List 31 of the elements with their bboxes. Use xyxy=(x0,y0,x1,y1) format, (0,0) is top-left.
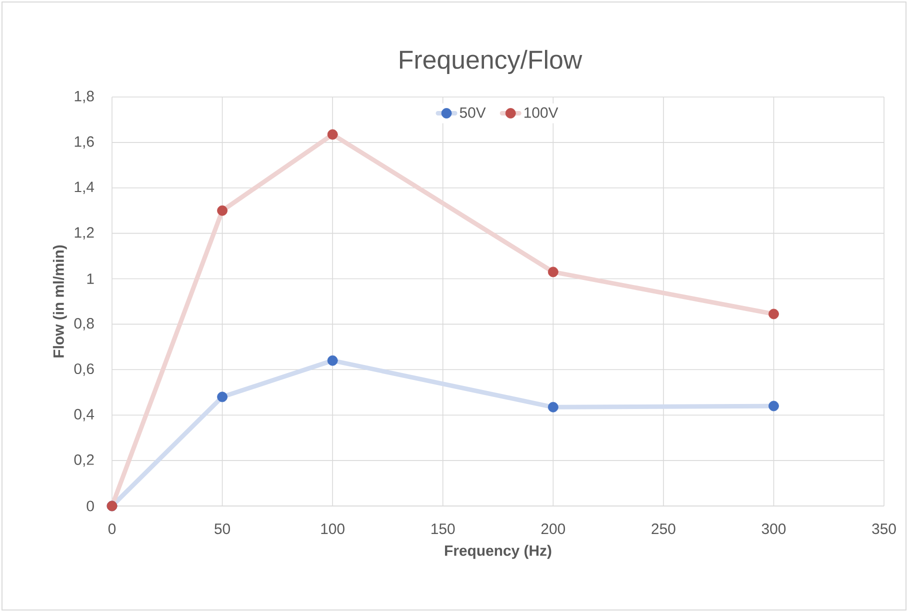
x-tick-label: 300 xyxy=(762,524,786,534)
x-tick-label: 100 xyxy=(321,524,344,534)
legend-label: 100V xyxy=(524,107,558,118)
y-tick-label: 0,4 xyxy=(74,408,94,422)
point xyxy=(327,355,338,366)
x-tick-label: 250 xyxy=(652,524,676,534)
point xyxy=(327,129,338,140)
y-tick-label: 0,6 xyxy=(74,363,94,376)
chart-title: Frequency/Flow xyxy=(400,50,582,74)
x-tick-label: 150 xyxy=(432,524,455,534)
point xyxy=(548,402,558,412)
y-tick-label: 1,8 xyxy=(74,90,94,104)
point xyxy=(768,308,779,320)
y-axis-title: Flow (in ml/min) xyxy=(52,245,67,358)
y-tick-label: 0 xyxy=(86,500,94,512)
x-tick-label: 50 xyxy=(214,524,230,534)
legend-label: 50V xyxy=(460,107,486,118)
x-tick-label: 200 xyxy=(541,524,566,534)
y-tick-label: 1,2 xyxy=(74,227,94,240)
point xyxy=(548,266,558,278)
y-tick-label: 1,4 xyxy=(74,182,94,194)
x-tick-label: 0 xyxy=(108,524,116,534)
y-tick-label: 1 xyxy=(87,274,94,284)
y-tick-label: 0,8 xyxy=(74,318,94,330)
y-tick-label: 0,2 xyxy=(74,454,94,467)
point xyxy=(217,392,228,402)
y-tick-label: 1,6 xyxy=(74,136,94,149)
point xyxy=(768,400,779,412)
x-tick-label: 350 xyxy=(872,524,896,534)
x-axis-title: Frequency (Hz) xyxy=(445,544,552,559)
point xyxy=(217,205,228,216)
